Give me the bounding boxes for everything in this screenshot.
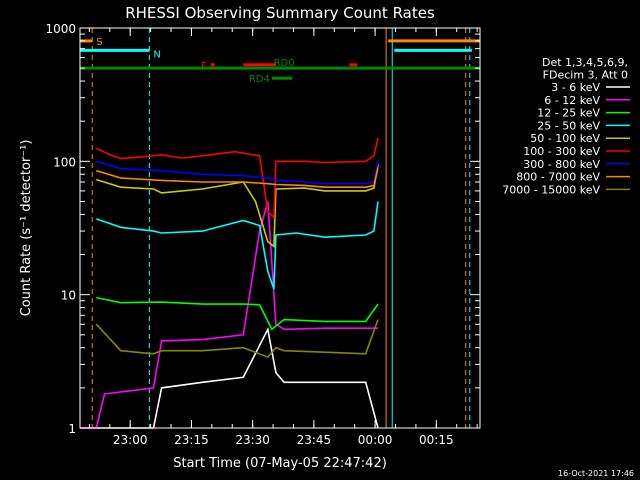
plot-area: S N F RD0 RD4 <box>80 28 480 429</box>
flag-label-s: S <box>96 37 102 48</box>
chart-title: RHESSI Observing Summary Count Rates <box>125 4 435 22</box>
legend-label-50-100-kev: 50 - 100 keV <box>530 132 600 145</box>
flag-label-rd0: RD0 <box>274 58 295 69</box>
series-line-12-25-kev <box>96 296 379 331</box>
y-tick-label-1: 1 <box>68 422 76 436</box>
flag-label-n: N <box>153 49 160 60</box>
legend-label-6-12-kev: 6 - 12 keV <box>544 94 600 107</box>
x-tick-label-23-15: 23:15 <box>174 433 209 447</box>
x-tick-label-00-00: 00:00 <box>358 433 393 447</box>
legend-label-100-300-kev: 100 - 300 keV <box>523 145 600 158</box>
series-line-50-100-kev <box>96 164 379 249</box>
legend-label-300-800-kev: 300 - 800 keV <box>523 158 600 171</box>
legend-label-3-6-kev: 3 - 6 keV <box>551 81 600 94</box>
x-axis-label: Start Time (07-May-05 22:47:42) <box>173 456 387 471</box>
flag-label-rd4: RD4 <box>249 74 270 85</box>
flag-label-f: F <box>201 61 207 72</box>
legend-label-800-7000-kev: 800 - 7000 keV <box>516 171 600 184</box>
x-tick-label-00-15: 00:15 <box>419 433 454 447</box>
series-line-3-6-kev <box>80 326 379 429</box>
x-tick-label-23-00: 23:00 <box>113 433 148 447</box>
plot-frame <box>79 27 481 429</box>
y-tick-label-100: 100 <box>53 155 76 169</box>
legend: Det 1,3,4,5,6,9,FDecim 3, Att 03 - 6 keV… <box>502 56 630 196</box>
series-line-300-800-kev <box>96 160 379 185</box>
legend-label-25-50-kev: 25 - 50 keV <box>537 119 600 132</box>
y-axis-label: Count Rate (s⁻¹ detector⁻¹) <box>19 140 34 317</box>
legend-header-1: FDecim 3, Att 0 <box>543 69 628 82</box>
series-line-100-300-kev <box>95 137 379 220</box>
series-line-7000-15000-kev <box>95 319 379 359</box>
x-tick-label-23-45: 23:45 <box>297 433 332 447</box>
series-line-25-50-kev <box>96 201 379 290</box>
series-line-800-7000-kev <box>96 167 379 188</box>
legend-label-12-25-kev: 12 - 25 keV <box>537 107 600 120</box>
timestamp: 16-Oct-2021 17:46 <box>558 469 634 478</box>
legend-header-0: Det 1,3,4,5,6,9, <box>542 56 628 69</box>
y-tick-label-1000: 1000 <box>45 22 76 36</box>
legend-label-7000-15000-kev: 7000 - 15000 keV <box>502 183 600 196</box>
x-tick-label-23-30: 23:30 <box>235 433 270 447</box>
axes: 23:00 23:15 23:30 23:45 00:00 00:15 1 10 100 1000 <box>45 22 480 447</box>
series-line-6-12-kev <box>80 201 378 429</box>
y-tick-label-10: 10 <box>61 289 76 303</box>
